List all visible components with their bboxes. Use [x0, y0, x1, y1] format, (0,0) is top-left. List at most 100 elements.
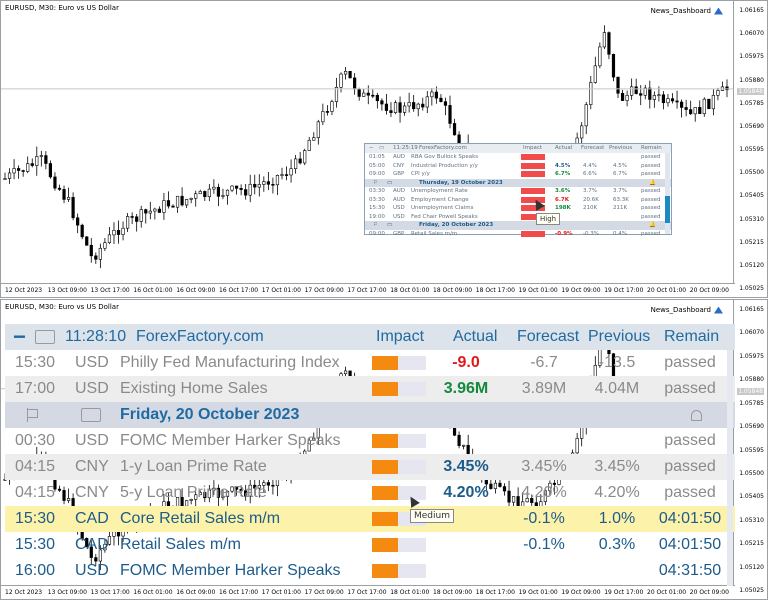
mini-event-row[interactable]: 05:00 CNY Industrial Production y/y 4.5% 4.4… — [365, 162, 671, 171]
price-label: 1.05120 — [739, 261, 764, 269]
event-row[interactable]: 17:00 USD Existing Home Sales 3.96M 3.89M 4.0… — [5, 376, 735, 402]
price-scale[interactable]: 1.06165 1.06070 1.05975 1.05880 1.05785 1.056… — [733, 1, 767, 297]
collapse-button[interactable]: − — [13, 324, 26, 349]
candle-body — [443, 101, 448, 106]
impact-high-bar[interactable] — [521, 188, 545, 194]
candle-body — [89, 244, 93, 257]
dashboard-source-link[interactable]: ForexFactory.com — [136, 328, 264, 345]
event-remain: passed — [664, 458, 716, 475]
candle-body — [343, 370, 348, 375]
event-row[interactable]: 15:30 CAD Core Retail Sales m/m -0.1% 1.0% 04… — [5, 506, 735, 532]
price-label: 1.05975 — [739, 352, 764, 360]
candle-body — [44, 155, 48, 164]
bottom-chart-window[interactable]: EURUSD, M30: Euro vs US Dollar News_Dash… — [0, 299, 768, 600]
candle-body — [675, 100, 679, 103]
candle-body — [280, 174, 284, 176]
mini-currency: CNY — [393, 162, 405, 169]
mini-event-row[interactable]: 15:30 USD Unemployment Claims 198K 210K 211K p… — [365, 204, 671, 213]
candle-body — [162, 200, 166, 213]
mini-forecast: 4.4% — [583, 162, 597, 169]
impact-medium-bar[interactable] — [372, 538, 426, 552]
time-label: 12 Oct 2023 — [5, 589, 43, 596]
time-label: 17 Oct 01:00 — [261, 589, 301, 596]
folder-icon[interactable] — [35, 324, 55, 350]
news-dashboard-mini[interactable]: − ▭ 11:25:19 ForexFactory.com Impact Act… — [364, 143, 672, 237]
time-label: 19 Oct 17:00 — [604, 287, 644, 294]
news-dashboard[interactable]: − 11:28:10 ForexFactory.com Impact Actua… — [5, 324, 735, 586]
event-forecast — [510, 558, 578, 584]
mini-event-row[interactable]: 03:30 AUD Unemployment Rate 3.6% 3.7% 3.7% pas… — [365, 187, 671, 196]
event-previous: 1.0% — [598, 510, 636, 527]
mini-event-row[interactable]: 09:00 GBP Retail Sales m/m -0.9% -0.3% 0.4% pa… — [365, 230, 671, 239]
candle-body — [294, 158, 298, 170]
impact-high-bar[interactable] — [521, 171, 545, 177]
flag-icon[interactable]: ⚐ — [373, 222, 378, 229]
mini-event-row[interactable]: 19:00 USD Fed Chair Powell Speaks passed — [365, 213, 671, 222]
flag-icon[interactable] — [27, 402, 39, 428]
price-scale[interactable]: 1.06165 1.06070 1.05975 1.05880 1.05785 1.056… — [733, 300, 767, 599]
folder-icon[interactable]: ▭ — [387, 179, 393, 186]
impact-high-bar[interactable] — [521, 162, 545, 169]
mini-scroll-thumb[interactable] — [665, 196, 670, 223]
dashboard-scrollbar[interactable] — [727, 350, 733, 586]
impact-high-bar[interactable] — [521, 154, 545, 160]
impact-medium-bar[interactable] — [372, 460, 426, 474]
impact-medium-bar[interactable] — [372, 382, 426, 396]
candle-body — [334, 87, 339, 102]
candle-body — [275, 175, 280, 186]
candle-body — [189, 197, 193, 200]
candle-body — [643, 87, 647, 96]
candle-body — [3, 178, 7, 180]
candle-body — [307, 139, 311, 151]
impact-high-bar[interactable] — [521, 196, 545, 203]
mini-day-row[interactable]: ⚐ ▭ Thursday, 19 October 2023 🔔 — [365, 178, 671, 187]
mini-event: CPI y/y — [411, 171, 430, 178]
event-row[interactable]: 15:30 CAD Retail Sales m/m -0.1% 0.3% 04:01:5… — [5, 532, 735, 558]
candle-body — [371, 94, 375, 97]
top-chart-window[interactable]: EURUSD, M30: Euro vs US Dollar News_Dash… — [0, 0, 768, 298]
bell-icon[interactable]: 🔔 — [649, 179, 656, 186]
candle-body — [339, 73, 343, 88]
event-currency: CAD — [75, 510, 109, 527]
impact-fill — [372, 538, 398, 552]
folder-icon[interactable]: ▭ — [379, 145, 385, 152]
current-price-label: 1.05848 — [737, 387, 764, 395]
collapse-icon[interactable]: − — [369, 145, 374, 152]
folder-icon[interactable] — [81, 402, 101, 428]
mini-scrollbar[interactable] — [665, 153, 670, 234]
event-row[interactable]: 15:30 USD Philly Fed Manufacturing Index -9… — [5, 350, 735, 376]
flag-icon[interactable]: ⚐ — [373, 179, 378, 186]
mini-day-row[interactable]: ⚐ ▭ Friday, 20 October 2023 🔔 — [365, 221, 671, 230]
day-row[interactable]: Friday, 20 October 2023 — [5, 402, 735, 428]
candle-body — [434, 91, 438, 99]
mini-event-row[interactable]: 09:00 GBP CPI y/y 6.7% 6.6% 6.7% passed — [365, 170, 671, 179]
candle-body — [230, 486, 234, 492]
bell-icon[interactable]: 🔔 — [649, 222, 656, 229]
mini-source[interactable]: ForexFactory.com — [419, 145, 467, 152]
impact-medium-bar[interactable] — [372, 564, 426, 578]
time-axis[interactable]: 12 Oct 2023 13 Oct 09:00 13 Oct 17:00 16 Oc… — [1, 283, 735, 297]
time-label: 17 Oct 17:00 — [347, 589, 387, 596]
event-row[interactable]: 16:00 USD FOMC Member Harker Speaks 04:31:5… — [5, 558, 735, 584]
event-title: FOMC Member Harker Speaks — [120, 432, 341, 449]
impact-high-bar[interactable] — [521, 230, 545, 237]
impact-high-bar[interactable] — [521, 213, 545, 220]
candle-body — [121, 227, 125, 235]
bell-icon[interactable] — [691, 402, 702, 428]
event-actual: 3.96M — [443, 380, 489, 397]
impact-medium-bar[interactable] — [372, 434, 426, 448]
time-axis[interactable]: 12 Oct 2023 13 Oct 09:00 13 Oct 17:00 16 Oc… — [1, 585, 735, 599]
folder-icon[interactable]: ▭ — [387, 222, 393, 229]
event-currency: CAD — [75, 536, 109, 553]
mini-event-row[interactable]: 03:30 AUD Employment Change 6.7K 20.6K 63.3K p… — [365, 196, 671, 205]
impact-high-bar[interactable] — [521, 205, 545, 211]
event-row[interactable]: 04:15 CNY 1-y Loan Prime Rate 3.45% 3.45% 3.4… — [5, 454, 735, 480]
time-label: 16 Oct 17:00 — [219, 589, 259, 596]
impact-medium-bar[interactable] — [372, 486, 426, 500]
event-currency: USD — [75, 432, 109, 449]
impact-medium-bar[interactable] — [372, 356, 426, 370]
event-row[interactable]: 04:15 CNY 5-y Loan Prime Rate 4.20% 4.20% 4.2… — [5, 480, 735, 506]
mini-event-row[interactable]: 01:05 AUD RBA Gov Bullock Speaks passed — [365, 153, 671, 162]
mini-currency: USD — [393, 213, 405, 220]
event-row[interactable]: 00:30 USD FOMC Member Harker Speaks passed — [5, 428, 735, 454]
